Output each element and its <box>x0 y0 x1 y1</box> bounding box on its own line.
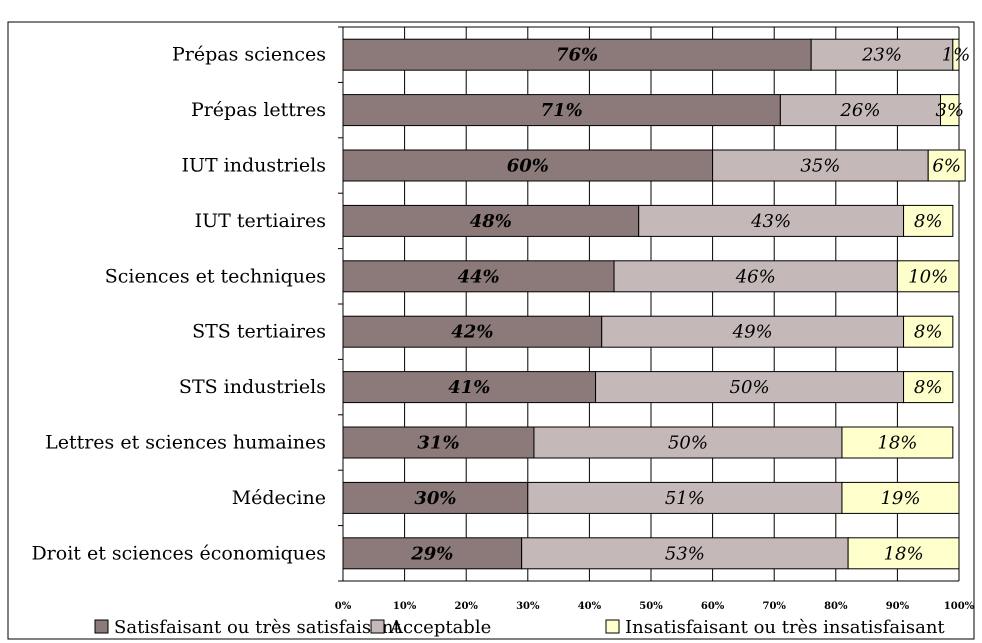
bar-segment <box>903 315 954 348</box>
data-label: 1% <box>942 45 971 66</box>
category-label: Médecine <box>232 487 326 509</box>
data-label: 10% <box>908 266 948 287</box>
data-label: 44% <box>457 266 499 287</box>
data-label: 8% <box>914 322 943 343</box>
legend-swatch <box>370 619 385 634</box>
data-label: 19% <box>880 488 920 509</box>
plot-area: Prépas sciences 76% 23% 1% Prépas lettres 71%… <box>31 26 975 612</box>
data-label: 71% <box>541 100 583 121</box>
bar-segment <box>841 481 960 514</box>
bar-segment <box>342 315 603 348</box>
data-label: 6% <box>932 156 961 177</box>
data-label: 50% <box>730 377 770 398</box>
data-label: 18% <box>877 433 917 454</box>
x-tick-label: 70% <box>762 601 786 612</box>
x-tick-label: 30% <box>516 601 540 612</box>
data-label: 3% <box>935 100 964 121</box>
bar-segment <box>903 204 954 237</box>
data-label: 53% <box>665 543 705 564</box>
bar-segment <box>841 426 954 459</box>
category-label: Sciences et techniques <box>105 265 326 287</box>
data-label: 8% <box>914 377 943 398</box>
bar-segment <box>342 481 529 514</box>
category-label: Prépas lettres <box>191 99 326 121</box>
legend-label: Acceptable <box>389 617 491 638</box>
data-label: 51% <box>665 488 705 509</box>
bar-segment <box>342 204 640 237</box>
data-label: 23% <box>861 45 902 66</box>
x-tick-label: 60% <box>701 601 725 612</box>
data-label: 35% <box>800 156 840 177</box>
bar-segment <box>940 94 960 127</box>
category-label: IUT tertiaires <box>195 210 326 232</box>
legend: Satisfaisant ou très satisfaisantAccepta… <box>94 617 945 638</box>
bar-segment <box>342 94 781 127</box>
bar-segment <box>613 260 898 293</box>
x-tick-label: 40% <box>578 601 602 612</box>
legend-label: Satisfaisant ou très satisfaisant <box>114 617 401 638</box>
data-label: 48% <box>470 211 512 232</box>
category-label: STS tertiaires <box>192 321 326 343</box>
bar-segment <box>342 38 812 71</box>
bar-segment <box>927 149 966 182</box>
data-label: 49% <box>732 322 773 343</box>
legend-label: Insatisfaisant ou très insatisfaisant <box>625 617 945 638</box>
x-tick-label: 90% <box>886 601 910 612</box>
x-tick-label: 0% <box>335 601 352 612</box>
data-label: 18% <box>884 543 924 564</box>
category-label: IUT industriels <box>181 155 326 177</box>
bar-segment <box>847 537 960 570</box>
bar-segment <box>903 371 954 404</box>
bar-segment <box>601 315 905 348</box>
category-label: Droit et sciences économiques <box>31 542 326 564</box>
data-label: 30% <box>414 488 456 509</box>
bar-segment <box>896 260 960 293</box>
x-tick-label: 20% <box>454 601 478 612</box>
data-label: 46% <box>735 266 776 287</box>
data-label: 42% <box>451 322 493 343</box>
category-label: Lettres et sciences humaines <box>45 432 326 454</box>
bar-segment <box>342 537 523 570</box>
data-label: 26% <box>839 100 880 121</box>
bar-segment <box>342 426 535 459</box>
x-tick-label: 100% <box>944 601 975 612</box>
data-label: 60% <box>507 156 549 177</box>
bar-segment <box>342 260 615 293</box>
x-tick-label: 10% <box>393 601 417 612</box>
bar-segment <box>712 149 929 182</box>
data-label: 76% <box>556 45 598 66</box>
legend-swatch <box>605 619 620 634</box>
data-label: 8% <box>914 211 943 232</box>
category-label: STS industriels <box>179 376 326 398</box>
bar-segment <box>952 38 960 71</box>
bar-segment <box>810 38 954 71</box>
data-label: 50% <box>668 433 708 454</box>
x-tick-label: 80% <box>824 601 848 612</box>
data-label: 43% <box>750 211 791 232</box>
bar-segment <box>595 371 905 404</box>
x-tick-label: 50% <box>639 601 663 612</box>
category-label: Prépas sciences <box>172 44 326 66</box>
data-label: 31% <box>417 433 459 454</box>
data-label: 29% <box>410 543 453 564</box>
bar-segment <box>527 481 843 514</box>
bar-segment <box>342 149 714 182</box>
data-label: 41% <box>448 377 490 398</box>
legend-swatch <box>94 619 109 634</box>
